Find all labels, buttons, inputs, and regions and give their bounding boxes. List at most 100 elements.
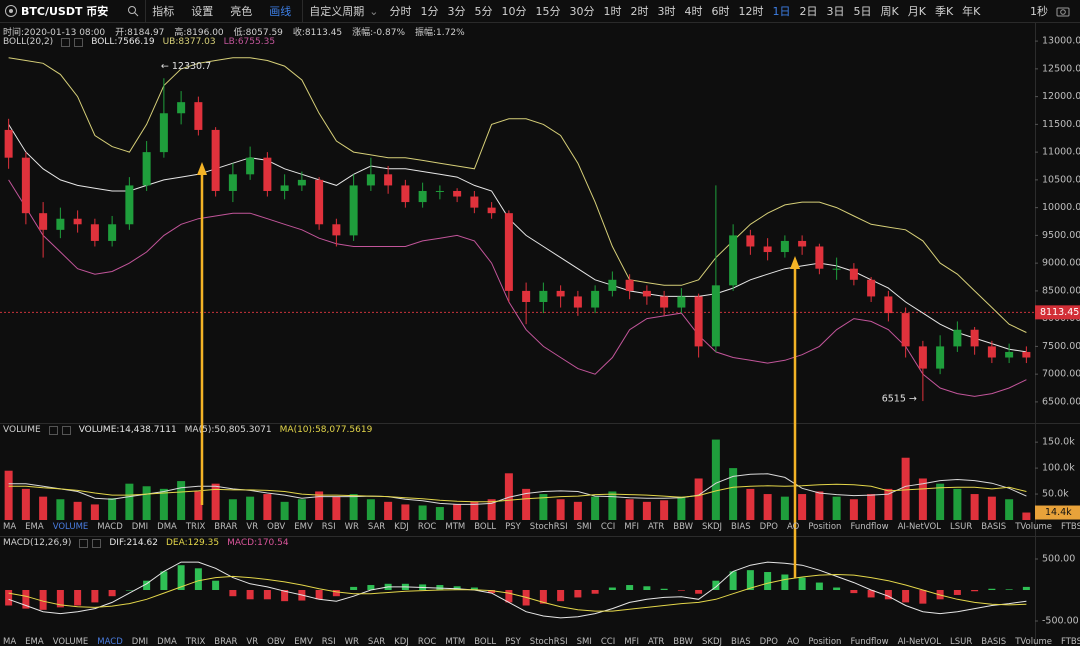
indicator-tab[interactable]: ROC [417,637,437,646]
period-button[interactable]: 周K [880,5,899,18]
indicator-tab[interactable]: ATR [647,522,665,532]
indicator-tab[interactable]: MTM [445,522,466,532]
period-button[interactable]: 5分 [474,5,493,18]
period-button[interactable]: 3分 [447,5,466,18]
indicator-tab[interactable]: TRIX [185,522,206,532]
indicator-tab[interactable]: RSI [321,522,336,532]
camera-icon[interactable] [1056,5,1070,17]
close-icon[interactable] [61,425,71,435]
indicator-tab[interactable]: CCI [600,522,616,532]
indicator-tab[interactable]: DPO [759,637,778,646]
indicator-tab[interactable]: SKDJ [702,637,723,646]
indicator-tab[interactable]: EMV [294,522,313,532]
settings-icon[interactable] [61,37,71,47]
indicator-tab[interactable]: Fundflow [850,522,889,532]
indicator-tab[interactable]: Position [808,637,842,646]
indicator-tab[interactable]: ATR [647,637,665,646]
indicator-tab[interactable]: AI-NetVOL [897,637,941,646]
indicator-tab[interactable]: EMA [25,637,44,646]
search-icon[interactable] [127,5,139,17]
indicator-tab[interactable]: BASIS [981,637,1007,646]
period-button[interactable]: 10分 [501,5,527,18]
settings-icon[interactable] [79,538,89,548]
indicator-tab[interactable]: TRIX [185,637,206,646]
indicator-tab[interactable]: TVolume [1015,522,1052,532]
period-button[interactable]: 年K [962,5,981,18]
indicator-tab[interactable]: SMI [576,522,592,532]
period-button[interactable]: 6时 [711,5,730,18]
indicator-tab[interactable]: BBW [673,522,694,532]
close-icon[interactable] [92,538,102,548]
indicator-tab[interactable]: KDJ [394,637,409,646]
indicator-tab[interactable]: SKDJ [702,522,723,532]
indicator-tab[interactable]: MTM [445,637,466,646]
indicator-tab[interactable]: LSUR [949,637,973,646]
indicator-tab[interactable]: PSY [505,637,521,646]
symbol[interactable]: BTC/USDT 币安 [21,5,109,18]
indicator-tab[interactable]: DMI [131,637,149,646]
indicator-tab[interactable]: VOLUME [52,637,89,646]
indicator-tab[interactable]: MACD [97,637,123,646]
indicator-tab[interactable]: DMA [157,637,177,646]
period-button[interactable]: 季K [934,5,954,18]
indicator-tab[interactable]: BRAR [214,637,238,646]
period-button[interactable]: 1时 [603,5,622,18]
indicator-tab[interactable]: RSI [321,637,336,646]
indicator-tab[interactable]: BOLL [474,522,497,532]
indicator-tab[interactable]: CCI [600,637,616,646]
tool-button[interactable]: 指标 [152,5,175,18]
settings-icon[interactable] [48,425,58,435]
tool-button[interactable]: 设置 [191,5,214,18]
period-button[interactable]: 12时 [738,5,764,18]
indicator-tab[interactable]: Fundflow [850,637,889,646]
indicator-tab[interactable]: BIAS [731,522,751,532]
indicator-tab[interactable]: MFI [624,637,639,646]
tool-button[interactable]: 亮色 [230,5,253,18]
indicator-tab[interactable]: AO [786,522,800,532]
close-icon[interactable] [74,37,84,47]
indicator-tab[interactable]: AO [786,637,800,646]
indicator-tab[interactable]: FTBS [1061,522,1080,532]
period-button[interactable]: 2时 [630,5,649,18]
indicator-tab[interactable]: MA [3,522,17,532]
indicator-tab[interactable]: BOLL [474,637,497,646]
indicator-tab[interactable]: FTBS [1061,637,1080,646]
indicator-tab[interactable]: VR [246,637,259,646]
indicator-tab[interactable]: BRAR [214,522,238,532]
period-menu[interactable]: 自定义周期 [309,5,365,18]
indicator-tab[interactable]: StochRSI [529,637,568,646]
indicator-tab[interactable]: MFI [624,522,639,532]
indicator-tab[interactable]: WR [344,522,359,532]
period-button[interactable]: 3时 [657,5,676,18]
indicator-tab[interactable]: VOLUME [52,522,89,532]
period-button[interactable]: 分时 [389,5,412,18]
tool-button[interactable]: 画线 [269,5,292,18]
indicator-tab[interactable]: EMA [25,522,44,532]
indicator-tab[interactable]: LSUR [949,522,973,532]
period-button[interactable]: 1分 [420,5,439,18]
indicator-tab[interactable]: SAR [367,522,386,532]
indicator-tab[interactable]: BIAS [731,637,751,646]
indicator-tab[interactable]: DPO [759,522,778,532]
indicator-tab[interactable]: MACD [97,522,123,532]
indicator-tab[interactable]: PSY [505,522,521,532]
indicator-tab[interactable]: OBV [267,637,286,646]
indicator-tab[interactable]: SAR [367,637,386,646]
indicator-tab[interactable]: AI-NetVOL [897,522,941,532]
indicator-tab[interactable]: StochRSI [529,522,568,532]
indicator-tab[interactable]: OBV [267,522,286,532]
indicator-tab[interactable]: TVolume [1015,637,1052,646]
indicator-tab[interactable]: WR [344,637,359,646]
period-button[interactable]: 3日 [826,5,845,18]
indicator-tab[interactable]: VR [246,522,259,532]
indicator-tab[interactable]: BBW [673,637,694,646]
indicator-tab[interactable]: BASIS [981,522,1007,532]
indicator-tab[interactable]: EMV [294,637,313,646]
period-button[interactable]: 1日 [772,5,791,18]
period-button[interactable]: 2日 [799,5,818,18]
indicator-tab[interactable]: KDJ [394,522,409,532]
indicator-tab[interactable]: Position [808,522,842,532]
period-button[interactable]: 30分 [569,5,595,18]
indicator-tab[interactable]: ROC [417,522,437,532]
indicator-tab[interactable]: DMI [131,522,149,532]
